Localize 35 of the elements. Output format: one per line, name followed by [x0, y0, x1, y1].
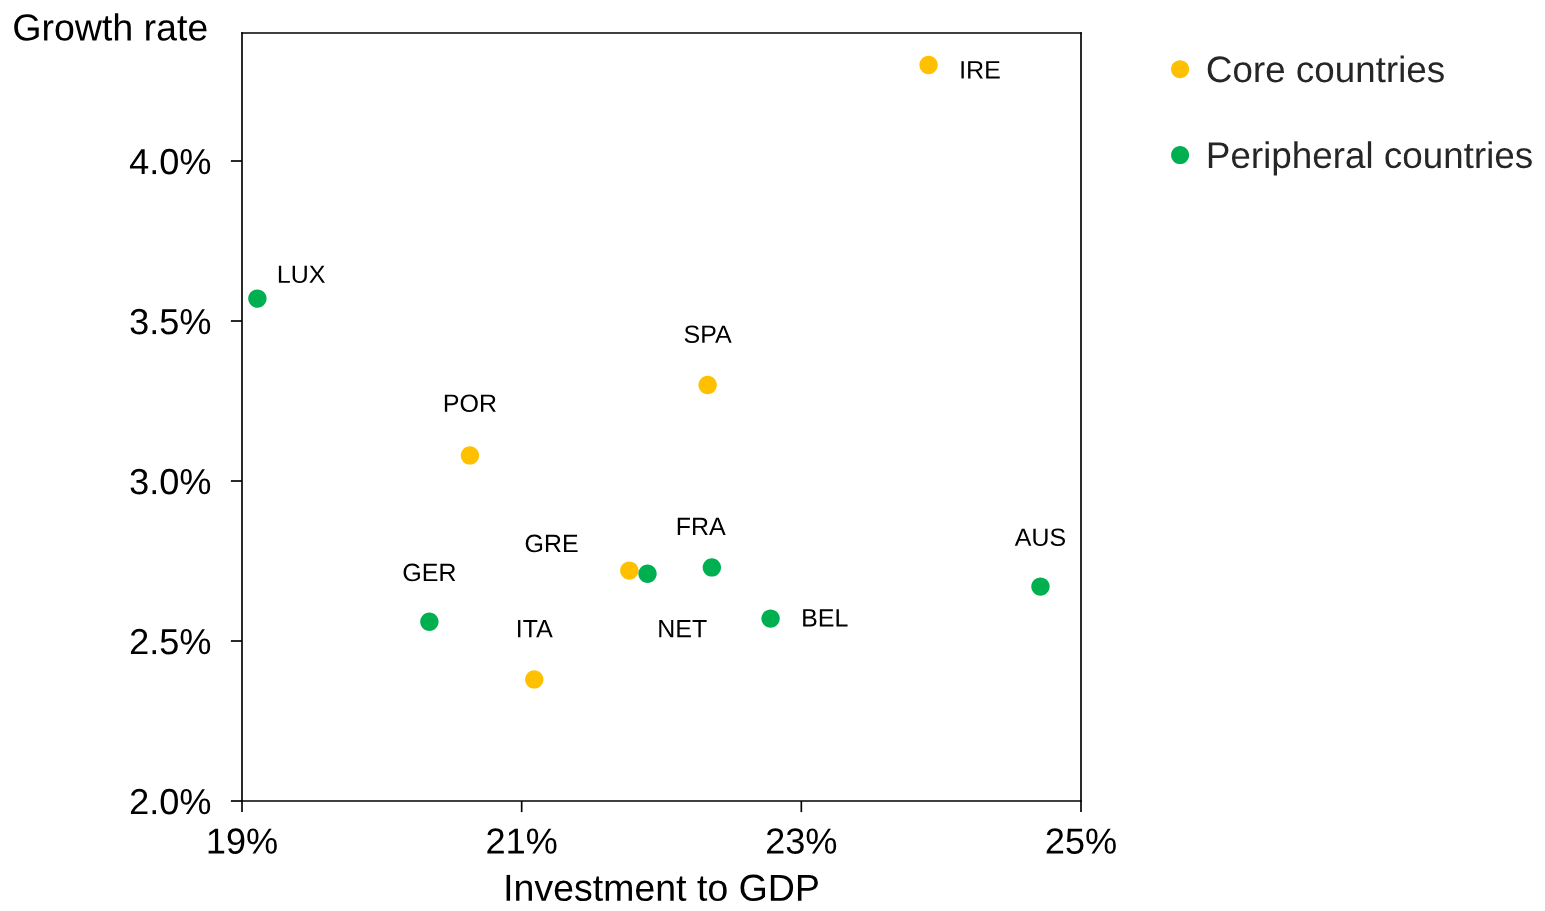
annotation: NET — [659, 620, 707, 638]
x-tick-label: 25% — [1046, 828, 1116, 854]
y-tick-label: 3.0% — [130, 468, 211, 495]
point — [1031, 577, 1050, 596]
annotation: SPA — [684, 325, 732, 344]
point — [698, 375, 717, 395]
point — [460, 446, 480, 465]
annotation: FRA — [677, 517, 726, 535]
point — [248, 289, 267, 308]
point — [420, 612, 439, 631]
point — [761, 609, 780, 628]
annotation: POR — [444, 394, 496, 413]
annotation: BEL — [803, 609, 848, 627]
x-tick-label: 19% — [208, 828, 277, 854]
point — [638, 564, 657, 583]
y-tick-label: 3.5% — [130, 308, 211, 335]
x-tick-label: 23% — [767, 828, 837, 854]
y-tick-label: 2.5% — [130, 628, 211, 655]
legend-label: Peripheral countries — [1208, 141, 1532, 176]
x-axis-title: Investment to GDP — [506, 874, 818, 902]
annotation: GER — [403, 563, 456, 582]
y-tick-label: 4.0% — [129, 148, 211, 175]
point — [525, 670, 544, 689]
annotation: LUX — [278, 265, 325, 284]
annotation: GRE — [525, 534, 578, 553]
legend-label: Core countries — [1207, 55, 1444, 83]
point — [620, 561, 639, 580]
point — [702, 558, 722, 577]
annotation: AUS — [1014, 528, 1065, 547]
y-tick-label: 2.0% — [130, 788, 211, 815]
annotation: ITA — [518, 620, 553, 638]
x-tick-label: 21% — [487, 828, 557, 854]
y-axis-title: Growth rate — [14, 13, 207, 41]
annotation: IRE — [961, 61, 1000, 79]
point — [919, 55, 938, 75]
